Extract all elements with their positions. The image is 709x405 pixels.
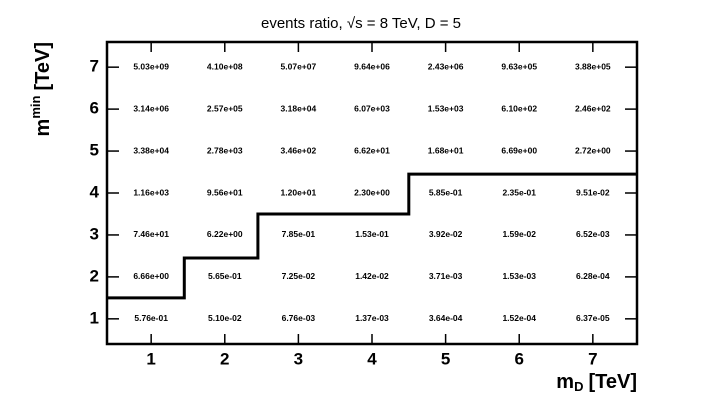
y-tick-label: 2 (90, 266, 99, 285)
cell-label: 6.28e-04 (576, 271, 610, 281)
y-tick-label: 3 (90, 224, 99, 243)
x-tick-label: 2 (220, 349, 229, 368)
x-tick-label: 3 (294, 349, 303, 368)
cell-label: 5.07e+07 (281, 61, 317, 71)
cell-label: 5.03e+09 (133, 61, 169, 71)
cell-label: 6.07e+03 (354, 103, 390, 113)
cell-label: 6.10e+02 (501, 103, 537, 113)
cell-label: 3.64e-04 (429, 313, 463, 323)
y-tick-label: 1 (90, 308, 99, 327)
y-label-unit: [TeV] (32, 42, 54, 91)
cell-label: 9.51e-02 (576, 187, 610, 197)
x-label-sub: D (574, 379, 583, 394)
cell-label: 3.46e+02 (281, 145, 317, 155)
cell-label: 1.52e-04 (502, 313, 536, 323)
cell-label: 1.53e-01 (355, 229, 389, 239)
cell-label: 9.63e+05 (501, 61, 537, 71)
cell-label: 1.68e+01 (428, 145, 464, 155)
plot-frame (105, 40, 639, 346)
x-label-unit: [TeV] (588, 371, 637, 393)
cell-label: 1.53e+03 (428, 103, 464, 113)
cell-label: 6.66e+00 (133, 271, 169, 281)
x-axis-label: mD [TeV] (556, 371, 637, 394)
y-label-base: m (32, 119, 54, 137)
cell-label: 3.71e-03 (429, 271, 463, 281)
cell-label: 1.16e+03 (133, 187, 169, 197)
cell-label: 6.76e-03 (282, 313, 316, 323)
y-tick-label: 5 (90, 141, 99, 160)
x-label-base: m (556, 371, 574, 393)
x-tick-label: 4 (367, 349, 377, 368)
boundary-line (107, 172, 637, 300)
y-axis-label: mmin [TeV] (28, 42, 54, 136)
cell-label: 2.43e+06 (428, 61, 464, 71)
cell-label: 2.78e+03 (207, 145, 243, 155)
cell-label: 7.85e-01 (282, 229, 316, 239)
cell-label: 6.37e-05 (576, 313, 610, 323)
cell-label: 5.10e-02 (208, 313, 242, 323)
cell-label: 2.57e+05 (207, 103, 243, 113)
x-tick-label: 6 (514, 349, 523, 368)
cell-label: 3.18e+04 (281, 103, 317, 113)
cell-label: 2.35e-01 (502, 187, 536, 197)
cell-label: 5.76e-01 (134, 313, 168, 323)
chart-title: events ratio, √s = 8 TeV, D = 5 (261, 15, 461, 32)
y-tick-label: 4 (90, 182, 100, 201)
cell-label: 3.14e+06 (133, 103, 169, 113)
cell-label: 1.37e-03 (355, 313, 389, 323)
cell-label: 6.22e+00 (207, 229, 243, 239)
cell-label: 2.72e+00 (575, 145, 611, 155)
cell-label: 7.46e+01 (133, 229, 169, 239)
cell-label: 9.56e+01 (207, 187, 243, 197)
x-tick-label: 5 (441, 349, 450, 368)
cell-label: 1.42e-02 (355, 271, 389, 281)
y-label-sup: min (28, 95, 43, 118)
cell-label: 3.92e-02 (429, 229, 463, 239)
cell-label: 2.46e+02 (575, 103, 611, 113)
cell-label: 5.85e-01 (429, 187, 463, 197)
cell-label: 1.53e-03 (502, 271, 536, 281)
cell-label: 1.59e-02 (502, 229, 536, 239)
x-tick-label: 1 (146, 349, 155, 368)
cell-label: 3.38e+04 (133, 145, 169, 155)
cell-label: 7.25e-02 (282, 271, 316, 281)
cell-label: 1.20e+01 (281, 187, 317, 197)
x-tick-label: 7 (588, 349, 597, 368)
cell-label: 9.64e+06 (354, 61, 390, 71)
y-tick-label: 6 (90, 99, 99, 118)
cell-label: 6.69e+00 (501, 145, 537, 155)
cell-label: 4.10e+08 (207, 61, 243, 71)
cell-label: 6.62e+01 (354, 145, 390, 155)
cell-label: 6.52e-03 (576, 229, 610, 239)
cell-label: 2.30e+00 (354, 187, 390, 197)
cell-label: 5.65e-01 (208, 271, 242, 281)
y-tick-label: 7 (90, 57, 99, 76)
cell-label: 3.88e+05 (575, 61, 611, 71)
